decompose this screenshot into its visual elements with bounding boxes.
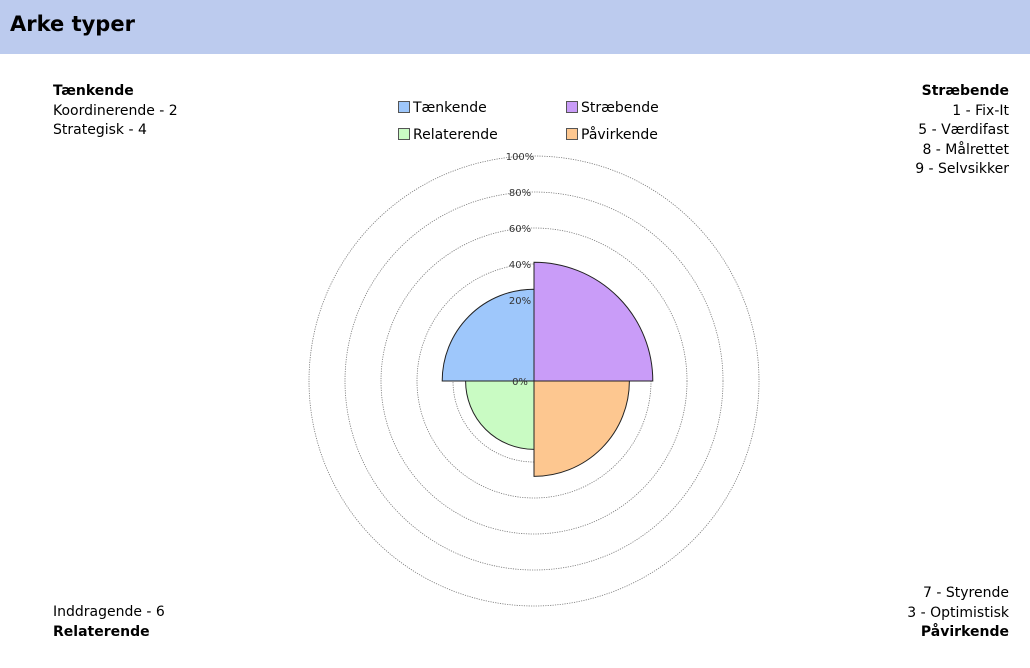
legend-label-straebende: Stræbende [581, 100, 659, 116]
legend-entry-paavirkende: Påvirkende [566, 126, 658, 144]
corner-heading-straebende: Stræbende [921, 83, 1009, 99]
corner-bottom-right: 7 - Styrende 3 - Optimistisk Påvirkende [907, 584, 1009, 643]
legend-swatch-straebende [566, 101, 578, 113]
tick-label-40: 40% [509, 260, 531, 271]
legend-label-paavirkende: Påvirkende [581, 127, 658, 143]
corner-item: 5 - Værdifast [918, 122, 1009, 138]
corner-heading-relaterende: Relaterende [53, 623, 150, 640]
corner-heading-taenkende: Tænkende [53, 83, 134, 99]
legend-swatch-taenkende [398, 101, 410, 113]
legend-label-relaterende: Relaterende [413, 127, 498, 143]
corner-bottom-left: Inddragende - 6 Relaterende [53, 603, 165, 642]
legend-swatch-relaterende [398, 128, 410, 140]
sector-bottom-left [465, 380, 535, 450]
chart-legend: Tænkende Stræbende Relaterende Påvirkend… [398, 99, 678, 151]
corner-item: 9 - Selvsikker [915, 161, 1009, 177]
tick-label-20: 20% [509, 296, 531, 307]
corner-item: Koordinerende - 2 [53, 102, 178, 119]
sector-bottom-right [533, 380, 630, 477]
sector-top-right [533, 261, 654, 382]
page-title: Arke typer [10, 12, 135, 36]
grid-ring-80 [344, 191, 724, 571]
legend-entry-relaterende: Relaterende [398, 126, 498, 144]
corner-item: 3 - Optimistisk [907, 604, 1009, 621]
legend-swatch-paavirkende [566, 128, 578, 140]
grid-ring-100 [308, 155, 760, 607]
sector-top-left [441, 288, 535, 382]
legend-entry-straebende: Stræbende [566, 99, 659, 117]
corner-heading-paavirkende: Påvirkende [920, 624, 1009, 640]
chart-sectors [441, 261, 654, 477]
legend-label-taenkende: Tænkende [413, 100, 487, 116]
tick-label-100: 100% [506, 152, 535, 163]
corner-item: 8 - Målrettet [922, 141, 1009, 158]
corner-item: Inddragende - 6 [53, 604, 165, 620]
chart-tick-labels: 0% 20% 40% 60% 80% 100% [506, 152, 535, 388]
corner-top-left: Tænkende Koordinerende - 2 Strategisk - … [53, 82, 178, 141]
legend-entry-taenkende: Tænkende [398, 99, 487, 117]
corner-item: Strategisk - 4 [53, 122, 147, 138]
corner-top-right: Stræbende 1 - Fix-It 5 - Værdifast 8 - M… [915, 82, 1009, 180]
tick-label-60: 60% [509, 224, 531, 235]
corner-item: 7 - Styrende [923, 585, 1009, 601]
header-bar: Arke typer [0, 0, 1030, 54]
tick-label-80: 80% [509, 188, 531, 199]
tick-label-0: 0% [512, 377, 528, 388]
grid-ring-60 [380, 227, 688, 535]
corner-item: 1 - Fix-It [952, 102, 1009, 119]
